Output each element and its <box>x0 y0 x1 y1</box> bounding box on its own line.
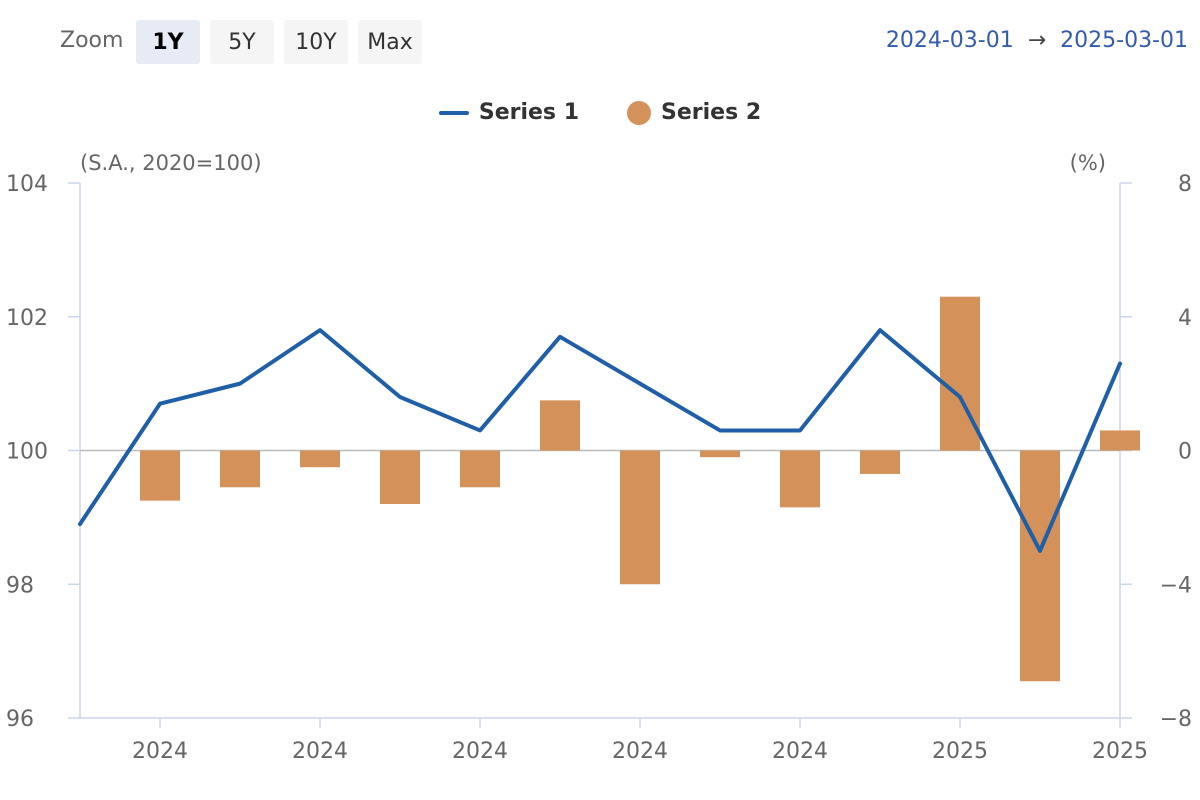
right-tick-label: 8 <box>1178 172 1192 197</box>
x-tick-label: 2024 <box>292 739 348 764</box>
bar <box>1020 450 1060 682</box>
zoom-label: Zoom <box>60 28 124 53</box>
series-1-line <box>78 328 1122 553</box>
x-tick-label: 2025 <box>1092 739 1148 764</box>
bars <box>140 296 1140 682</box>
range-to-input[interactable]: 2025-03-01 <box>1060 28 1188 53</box>
zoom-10y-button[interactable]: 10Y <box>284 20 348 64</box>
range-arrow-icon: → <box>1027 28 1047 53</box>
x-tick-label: 2025 <box>932 739 988 764</box>
x-tick-label: 2024 <box>772 739 828 764</box>
legend-line-swatch-icon <box>438 110 469 115</box>
bar <box>700 450 740 458</box>
right-tick-label: 4 <box>1178 306 1192 331</box>
bar <box>300 450 340 468</box>
legend-item-series-2[interactable]: Series 2 <box>627 100 761 125</box>
legend-label-series-2: Series 2 <box>661 100 762 125</box>
left-tick-label: 100 <box>6 440 48 465</box>
bar <box>540 400 580 451</box>
toolbar: Zoom 1Y 5Y 10Y Max 2024-03-01 → 2025-03-01 <box>0 20 1200 64</box>
legend-item-series-1[interactable]: Series 1 <box>438 100 579 125</box>
bar <box>620 450 660 585</box>
left-tick-label: 104 <box>6 172 48 197</box>
right-axis-title: (%) <box>1070 151 1106 175</box>
left-tick-label: 96 <box>6 707 34 732</box>
bar <box>220 450 260 488</box>
bar <box>780 450 820 508</box>
legend: Series 1 Series 2 <box>0 100 1200 125</box>
right-tick-label: 0 <box>1178 440 1192 465</box>
left-tick-label: 98 <box>6 573 34 598</box>
labels: 96 98 100 102 104 −8 −4 0 4 8 (S.A., 2020=100) (%) 2… <box>6 151 1192 764</box>
x-tick-label: 2024 <box>452 739 508 764</box>
range-from-input[interactable]: 2024-03-01 <box>885 28 1014 53</box>
zoom-max-button[interactable]: Max <box>358 20 422 64</box>
legend-dot-swatch-icon <box>627 100 651 125</box>
x-tick-label: 2024 <box>132 739 188 764</box>
left-axis-title: (S.A., 2020=100) <box>80 151 262 175</box>
legend-label-series-1: Series 1 <box>478 100 579 125</box>
bar <box>860 450 900 474</box>
x-tick-label: 2024 <box>612 739 668 764</box>
zoom-1y-button[interactable]: 1Y <box>136 20 200 64</box>
date-range: 2024-03-01 → 2025-03-01 <box>886 28 1188 53</box>
bar <box>140 450 180 501</box>
bar <box>1100 430 1140 451</box>
right-tick-label: −4 <box>1160 573 1192 598</box>
bar <box>460 450 500 488</box>
zoom-5y-button[interactable]: 5Y <box>210 20 274 64</box>
left-tick-label: 102 <box>6 306 48 331</box>
right-tick-label: −8 <box>1160 707 1192 732</box>
line-series <box>78 328 1122 553</box>
bar <box>380 450 420 504</box>
